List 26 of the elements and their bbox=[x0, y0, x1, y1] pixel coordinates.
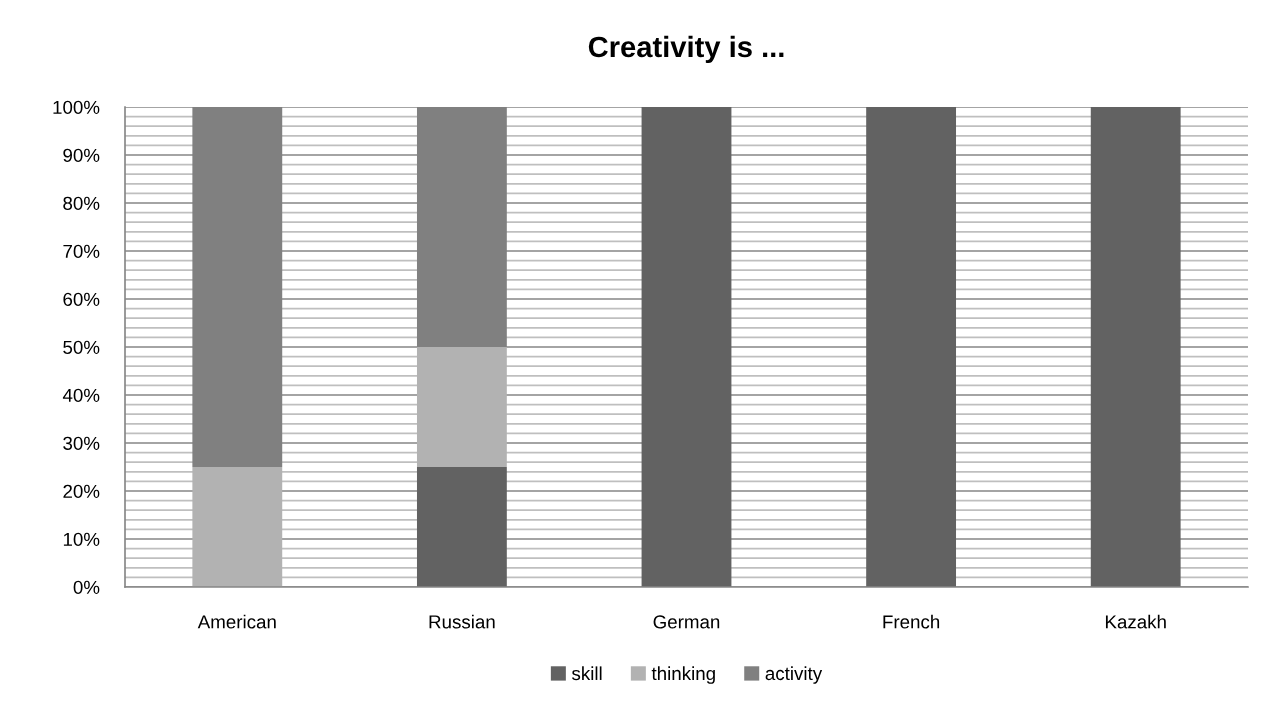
legend-label: activity bbox=[765, 666, 823, 684]
y-tick-label: 30% bbox=[63, 436, 100, 450]
y-tick-label: 40% bbox=[62, 388, 100, 402]
y-tick-label: 20% bbox=[63, 484, 100, 498]
legend-label: thinking bbox=[651, 666, 715, 684]
y-tick-label: 0% bbox=[73, 580, 100, 594]
bar bbox=[416, 347, 507, 467]
y-tick-label: 80% bbox=[63, 196, 100, 210]
y-tick-label: 90% bbox=[63, 148, 100, 162]
x-tick-label: American bbox=[197, 614, 276, 629]
y-tick-label: 50% bbox=[63, 340, 100, 354]
bar bbox=[416, 467, 507, 587]
bar bbox=[641, 107, 732, 587]
legend-label: skill bbox=[572, 666, 602, 681]
bar bbox=[866, 107, 957, 587]
y-tick-label: 60% bbox=[63, 292, 100, 306]
x-tick-label: Kazakh bbox=[1105, 614, 1166, 629]
x-tick-label: French bbox=[883, 614, 940, 629]
y-tick-label: 100% bbox=[53, 100, 100, 114]
bar bbox=[1090, 107, 1181, 587]
x-tick-label: German bbox=[653, 615, 720, 629]
chart-title: Creativity is ... bbox=[588, 35, 784, 64]
y-tick-label: 70% bbox=[63, 244, 100, 258]
x-tick-label: Russian bbox=[429, 614, 495, 629]
y-tick-label: 10% bbox=[63, 532, 100, 546]
bar bbox=[192, 467, 283, 587]
